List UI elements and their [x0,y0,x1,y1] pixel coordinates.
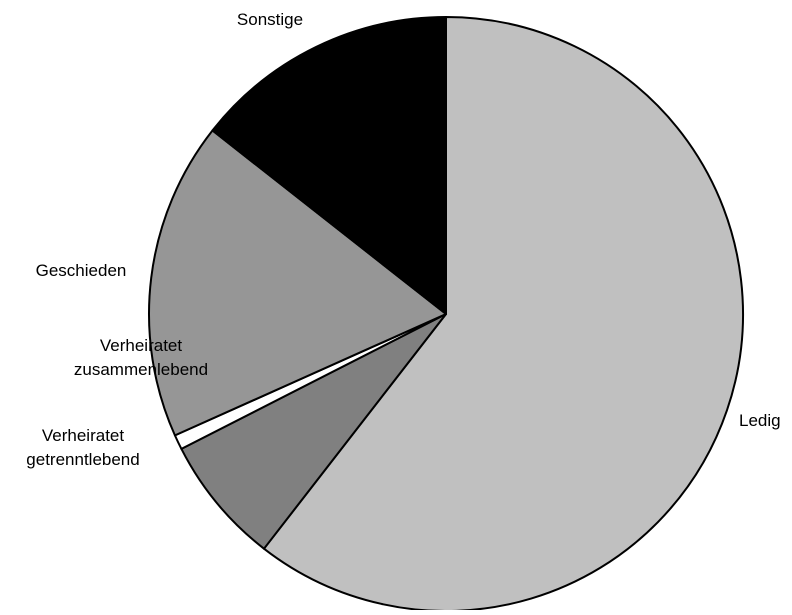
pie-slice-verheiratet-zusammenlebend [180,313,447,550]
pie-label-ledig: Ledig [739,411,781,430]
pie-label-verheiratet-zusammenlebend: Verheiratet zusammenlebend [74,336,208,379]
pie-slice-geschieden [148,129,447,437]
pie-label-geschieden: Geschieden [36,261,127,280]
pie-label-sonstige: Sonstige [237,10,303,29]
pie-label-line: Verheiratet [100,336,182,355]
pie-slice-sonstige [211,16,447,315]
pie-label-verheiratet-getrenntlebend: Verheiratet getrenntlebend [26,426,139,469]
pie-label-line: getrenntlebend [26,450,139,469]
pie-slices [148,16,744,612]
pie-label-line: Verheiratet [42,426,124,445]
pie-label-line: zusammenlebend [74,360,208,379]
